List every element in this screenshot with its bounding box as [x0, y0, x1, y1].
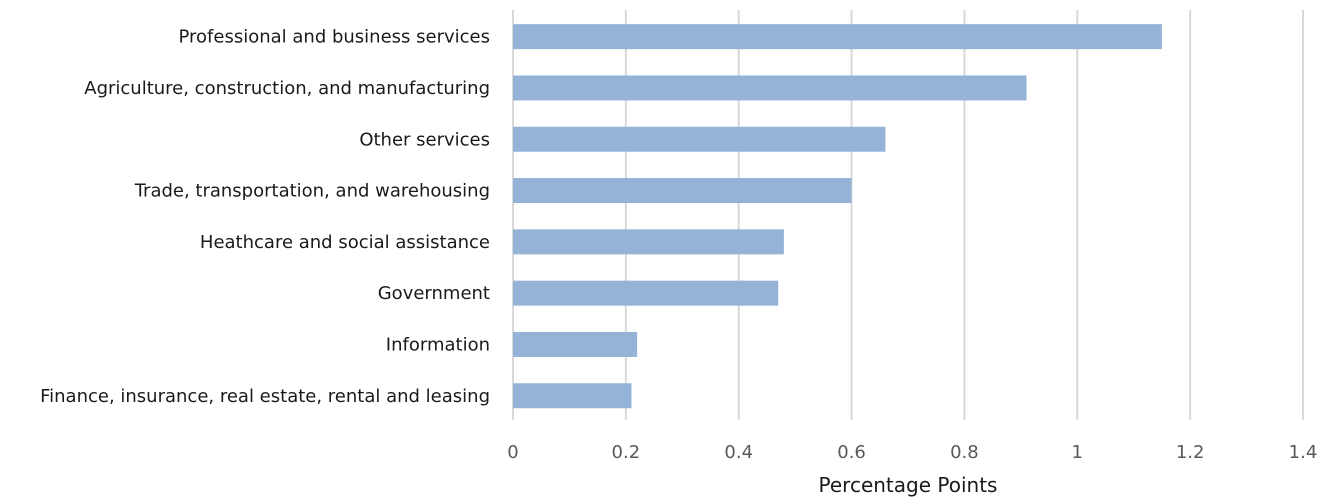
bar: [513, 24, 1162, 50]
bar: [513, 75, 1027, 101]
category-label: Professional and business services: [178, 27, 490, 48]
x-tick-label: 1.4: [1289, 442, 1318, 463]
category-label: Government: [378, 283, 490, 304]
bar: [513, 280, 779, 306]
bar: [513, 126, 886, 152]
x-tick-labels: 0 0.2 0.4 0.6 0.8 1 1.2 1.4: [507, 442, 1317, 463]
x-tick-label: 0.2: [612, 442, 641, 463]
x-tick-label: 0.6: [837, 442, 866, 463]
category-labels: Professional and business services Agricu…: [40, 27, 490, 407]
category-label: Information: [386, 334, 490, 355]
category-label: Other services: [359, 129, 490, 150]
category-label: Agriculture, construction, and manufactu…: [84, 78, 490, 99]
bar: [513, 229, 784, 255]
x-tick-label: 1: [1072, 442, 1083, 463]
bars: [513, 24, 1162, 409]
bar: [513, 383, 632, 409]
x-tick-label: 0.4: [724, 442, 753, 463]
bar: [513, 331, 638, 357]
x-tick-label: 1.2: [1176, 442, 1205, 463]
x-tick-label: 0.8: [950, 442, 979, 463]
x-axis-title: Percentage Points: [819, 473, 998, 497]
category-label: Finance, insurance, real estate, rental …: [40, 386, 490, 407]
gridlines: [512, 10, 1304, 420]
category-label: Heathcare and social assistance: [200, 232, 490, 253]
category-label: Trade, transportation, and warehousing: [134, 181, 490, 202]
bar: [513, 178, 852, 204]
x-tick-label: 0: [507, 442, 518, 463]
